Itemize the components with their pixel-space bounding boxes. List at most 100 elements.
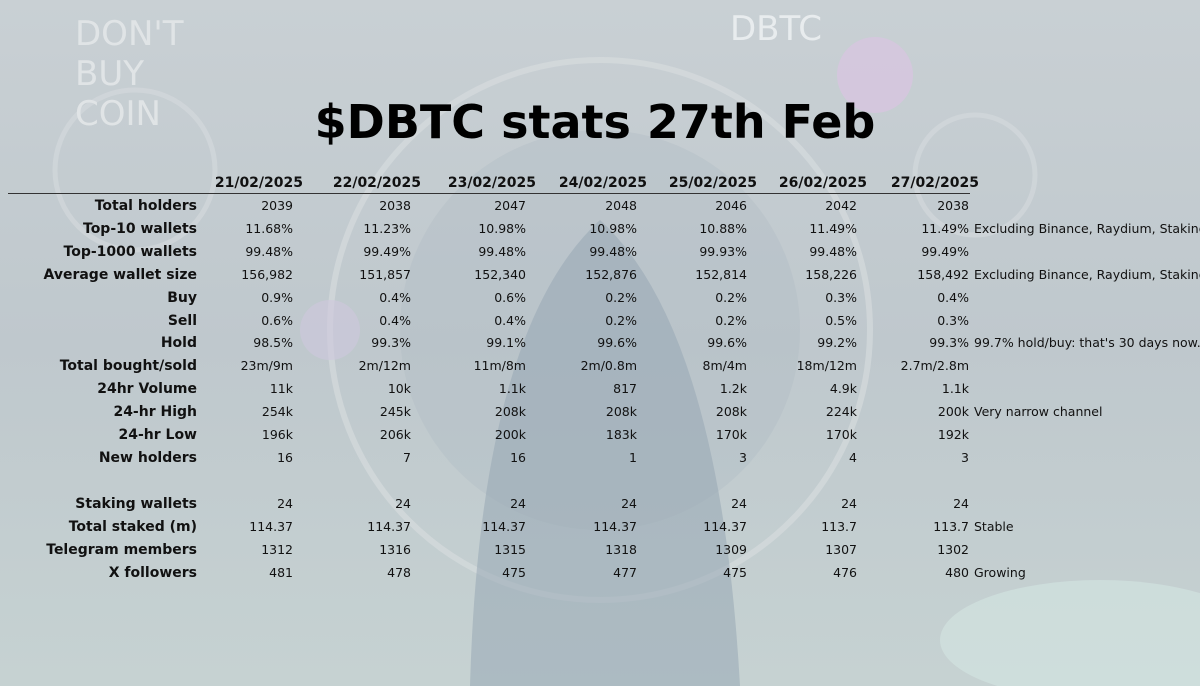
svg-text:DON'T: DON'T — [75, 14, 184, 54]
cell-value: 24 — [841, 495, 857, 511]
cell-value: 23m/9m — [240, 358, 293, 374]
cell-value: 2047 — [494, 198, 526, 213]
row-note: Excluding Binance, Raydium, Staking — [974, 266, 1200, 282]
cell-value: 170k — [715, 427, 747, 442]
cell-value: 475 — [723, 564, 747, 580]
cell-value: 200k — [494, 427, 526, 442]
cell-value: 2048 — [605, 198, 637, 213]
cell-value: 99.6% — [707, 335, 747, 351]
cell-value: 477 — [613, 564, 637, 580]
cell-value: 24 — [510, 495, 526, 511]
cell-value: 99.49% — [921, 243, 969, 259]
svg-text:COIN: COIN — [75, 94, 161, 134]
cell-value: 208k — [715, 404, 747, 420]
cell-value: 2039 — [261, 198, 293, 213]
cell-value: 208k — [605, 404, 637, 420]
cell-value: 0.5% — [825, 312, 857, 328]
cell-value: 11m/8m — [473, 358, 526, 374]
column-header: 22/02/2025 — [332, 175, 421, 191]
cell-value: 11.49% — [921, 220, 969, 236]
cell-value: 98.5% — [253, 335, 293, 351]
cell-value: 99.6% — [597, 335, 637, 351]
cell-value: 0.6% — [261, 312, 293, 328]
row-label: Top-1000 wallets — [63, 243, 197, 260]
cell-value: 1 — [629, 449, 637, 465]
row-label: Total bought/sold — [59, 358, 197, 375]
cell-value: 10k — [387, 381, 411, 397]
column-header: 26/02/2025 — [778, 175, 867, 191]
column-header: 23/02/2025 — [447, 175, 536, 191]
cell-value: 0.4% — [494, 312, 526, 328]
cell-value: 3 — [739, 449, 747, 465]
cell-value: 2038 — [379, 198, 411, 213]
row-label: New holders — [98, 449, 197, 466]
cell-value: 152,876 — [585, 266, 637, 282]
cell-value: 478 — [387, 564, 411, 580]
column-header: 21/02/2025 — [214, 175, 303, 191]
row-label: Telegram members — [46, 541, 197, 558]
column-header: 24/02/2025 — [558, 175, 647, 191]
cell-value: 245k — [379, 404, 411, 420]
cell-value: 4.9k — [829, 381, 857, 397]
cell-value: 480 — [945, 564, 969, 580]
cell-value: 114.37 — [249, 518, 293, 534]
row-note: Excluding Binance, Raydium, Staking — [974, 220, 1200, 236]
cell-value: 99.3% — [929, 335, 969, 351]
cell-value: 11.23% — [363, 220, 411, 236]
cell-value: 206k — [379, 427, 411, 442]
cell-value: 24 — [395, 495, 411, 511]
cell-value: 0.3% — [937, 312, 969, 328]
row-label: Total staked (m) — [68, 518, 197, 535]
cell-value: 0.4% — [937, 289, 969, 305]
cell-value: 4 — [849, 449, 857, 465]
cell-value: 2.7m/2.8m — [900, 358, 969, 374]
cell-value: 114.37 — [367, 518, 411, 534]
cell-value: 156,982 — [241, 266, 293, 282]
cell-value: 99.3% — [371, 335, 411, 351]
cell-value: 254k — [261, 404, 293, 420]
cell-value: 481 — [269, 564, 293, 580]
title: $DBTC stats 27th Feb — [314, 95, 876, 149]
row-label: Top-10 wallets — [83, 220, 197, 237]
cell-value: 1302 — [937, 541, 969, 557]
cell-value: 170k — [825, 427, 857, 442]
column-header: 25/02/2025 — [668, 175, 757, 191]
cell-value: 16 — [277, 449, 293, 465]
cell-value: 183k — [605, 427, 637, 442]
cell-value: 10.88% — [699, 220, 747, 236]
cell-value: 1.1k — [498, 381, 526, 397]
cell-value: 224k — [825, 404, 857, 420]
cell-value: 11.68% — [245, 220, 293, 236]
cell-value: 152,814 — [695, 266, 747, 282]
cell-value: 152,340 — [474, 266, 526, 282]
cell-value: 2m/0.8m — [580, 358, 637, 374]
cell-value: 99.93% — [699, 243, 747, 259]
cell-value: 24 — [731, 495, 747, 511]
cell-value: 99.1% — [486, 335, 526, 351]
cell-value: 1312 — [261, 541, 293, 557]
cell-value: 114.37 — [593, 518, 637, 534]
cell-value: 3 — [961, 449, 969, 465]
cell-value: 113.7 — [933, 518, 969, 534]
cell-value: 2042 — [825, 198, 857, 213]
row-note: Very narrow channel — [974, 404, 1103, 420]
cell-value: 1315 — [494, 541, 526, 557]
cell-value: 7 — [403, 449, 411, 465]
row-label: Total holders — [94, 198, 197, 214]
cell-value: 0.2% — [605, 289, 637, 305]
row-label: X followers — [108, 564, 197, 581]
cell-value: 99.48% — [478, 243, 526, 259]
svg-text:DBTC: DBTC — [730, 9, 822, 49]
cell-value: 196k — [261, 427, 293, 442]
cell-value: 24 — [953, 495, 969, 511]
cell-value: 0.9% — [261, 289, 293, 305]
cell-value: 11k — [269, 381, 293, 397]
cell-value: 158,492 — [917, 266, 969, 282]
cell-value: 99.49% — [363, 243, 411, 259]
row-note: Growing — [974, 564, 1026, 580]
cell-value: 99.2% — [817, 335, 857, 351]
cell-value: 158,226 — [805, 266, 857, 282]
cell-value: 817 — [613, 381, 637, 397]
